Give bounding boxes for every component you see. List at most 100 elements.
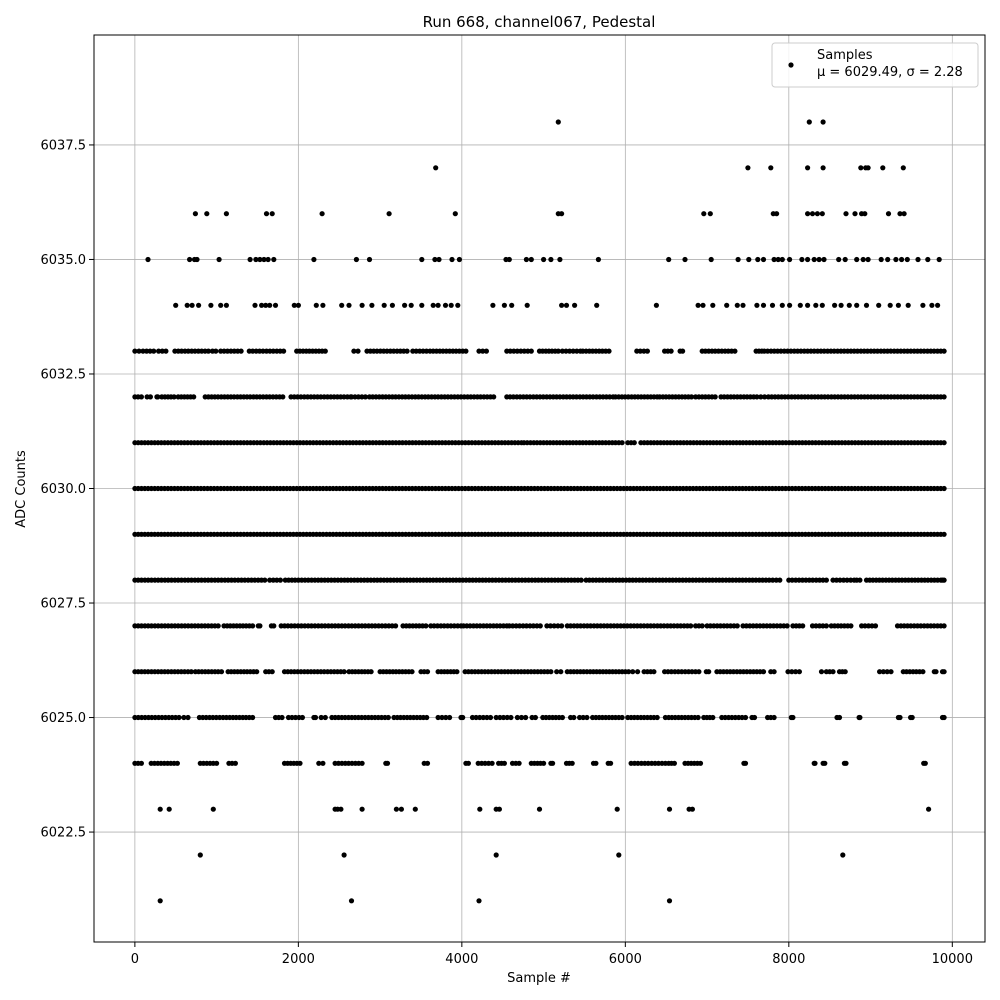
- data-point: [819, 302, 825, 308]
- data-point: [295, 302, 301, 308]
- data-point: [132, 348, 138, 354]
- data-point: [606, 348, 612, 354]
- data-point: [281, 348, 287, 354]
- data-point: [477, 714, 483, 721]
- data-point: [297, 760, 303, 766]
- data-point: [393, 623, 399, 629]
- data-point: [941, 714, 947, 721]
- data-point: [805, 211, 811, 217]
- x-tick-label: 4000: [445, 952, 478, 967]
- data-point: [322, 348, 328, 354]
- data-point: [465, 760, 471, 766]
- data-point: [252, 302, 258, 308]
- data-point: [254, 669, 260, 675]
- data-point: [584, 714, 590, 721]
- data-point: [147, 394, 153, 400]
- data-point: [784, 623, 790, 629]
- data-point: [666, 898, 673, 904]
- data-point: [205, 348, 211, 354]
- data-point: [338, 806, 344, 812]
- data-point: [941, 348, 947, 354]
- data-point: [909, 714, 915, 721]
- y-axis-ticks: 6022.5 6025.0 6027.5 6030.0 6032.5 6035.0 6037…: [41, 138, 94, 841]
- data-point: [742, 714, 749, 721]
- data-point: [768, 165, 774, 171]
- data-point: [550, 760, 556, 766]
- data-point: [257, 256, 263, 263]
- data-point: [259, 302, 265, 308]
- data-point: [630, 669, 636, 675]
- legend: Samples μ = 6029.49, σ = 2.28: [771, 42, 979, 88]
- data-point: [443, 714, 449, 721]
- data-point: [409, 669, 415, 675]
- data-point: [880, 165, 886, 171]
- data-point: [189, 302, 195, 308]
- data-point: [558, 669, 564, 675]
- data-point: [822, 760, 828, 766]
- data-point: [862, 211, 868, 217]
- data-point: [933, 669, 939, 675]
- y-tick-label: 6030.0: [41, 482, 87, 497]
- data-point: [830, 669, 836, 675]
- data-point: [432, 256, 438, 263]
- data-point: [232, 760, 238, 766]
- data-point: [493, 852, 499, 858]
- data-point: [806, 119, 812, 125]
- data-point: [836, 714, 843, 721]
- data-point: [339, 302, 345, 308]
- data-point: [320, 302, 326, 308]
- data-point: [888, 669, 894, 675]
- data-point: [922, 760, 928, 766]
- data-point: [398, 806, 404, 812]
- data-point: [424, 760, 431, 766]
- data-point: [311, 256, 317, 263]
- data-point: [460, 714, 466, 721]
- data-point: [929, 302, 935, 308]
- data-point: [805, 165, 811, 171]
- data-point: [654, 714, 660, 721]
- y-tick-label: 6032.5: [41, 367, 87, 382]
- data-point: [362, 394, 368, 400]
- data-point: [359, 302, 365, 308]
- data-point: [860, 256, 866, 263]
- data-point: [740, 302, 746, 308]
- data-point: [941, 394, 947, 400]
- data-point: [419, 302, 425, 308]
- data-point: [760, 256, 767, 263]
- data-point: [936, 256, 942, 263]
- data-point: [700, 302, 706, 308]
- data-point: [777, 577, 783, 583]
- data-point: [484, 714, 490, 721]
- y-tick-label: 6022.5: [41, 826, 87, 841]
- data-point: [541, 256, 547, 263]
- data-point: [779, 256, 785, 263]
- data-point: [312, 714, 319, 721]
- x-tick-label: 8000: [772, 952, 805, 967]
- data-point: [941, 531, 947, 537]
- data-point: [528, 256, 534, 263]
- data-point: [637, 348, 643, 354]
- chart-title: Run 668, channel067, Pedestal: [423, 13, 656, 31]
- data-point: [138, 394, 144, 400]
- legend-series-name: Samples: [817, 48, 873, 63]
- data-point: [194, 256, 200, 263]
- data-point: [274, 577, 280, 583]
- data-point: [707, 211, 713, 217]
- data-point: [436, 256, 442, 263]
- data-point: [695, 714, 701, 721]
- data-point: [708, 256, 714, 263]
- data-point: [393, 806, 399, 812]
- data-point: [447, 714, 453, 721]
- data-point: [250, 714, 256, 721]
- data-point: [140, 348, 146, 354]
- data-point: [216, 256, 222, 263]
- data-point: [608, 760, 614, 766]
- data-point: [555, 623, 561, 629]
- data-point: [476, 348, 482, 354]
- data-point: [635, 669, 641, 675]
- data-point: [523, 714, 529, 721]
- data-point: [857, 714, 863, 721]
- data-point: [480, 348, 486, 354]
- data-point: [567, 348, 573, 354]
